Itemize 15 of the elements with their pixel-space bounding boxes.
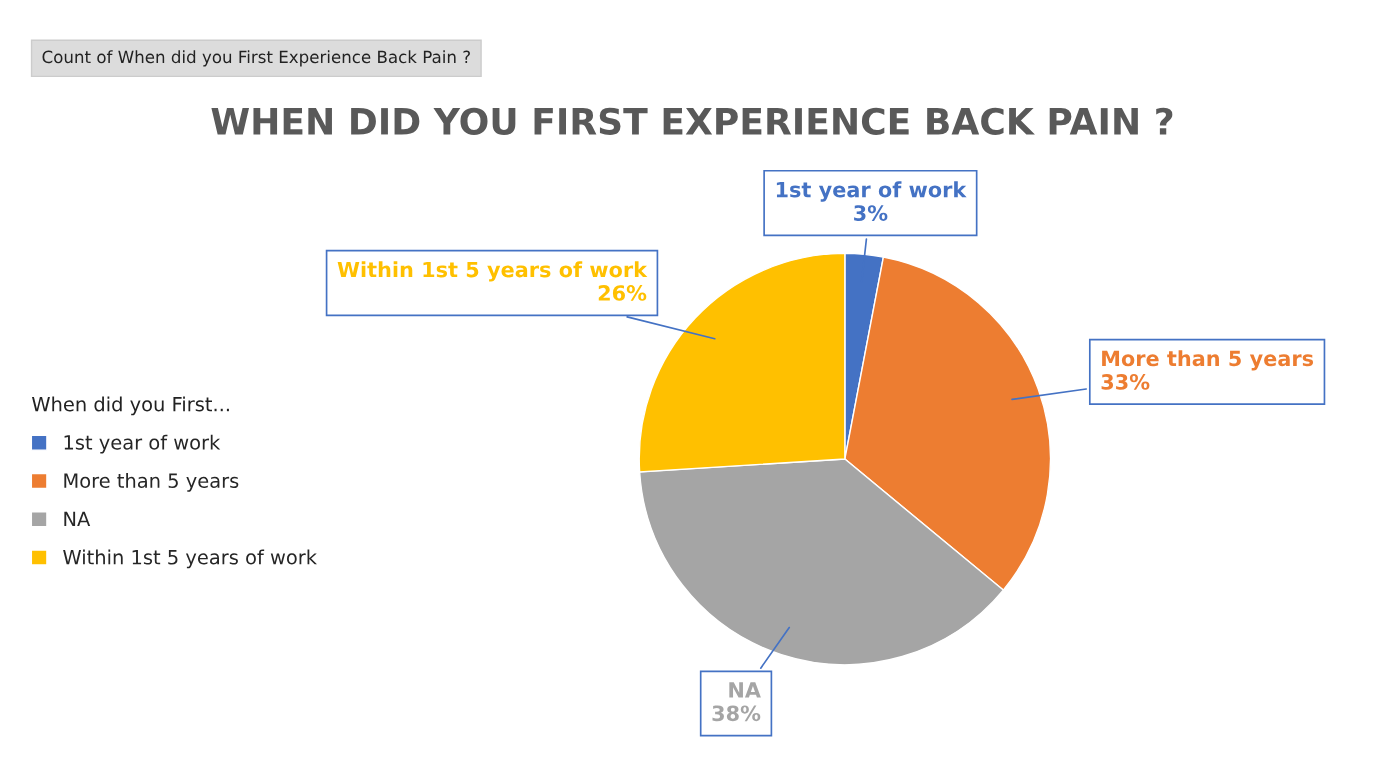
- legend-label: Within 1st 5 years of work: [63, 549, 317, 569]
- chart-title: WHEN DID YOU FIRST EXPERIENCE BACK PAIN ?: [211, 107, 1173, 135]
- data-label: 26%: [598, 285, 647, 301]
- data-label: 33%: [1101, 373, 1150, 390]
- data-label: 3%: [854, 205, 888, 221]
- slice-label: NA: [729, 682, 761, 698]
- data-label: 38%: [712, 705, 761, 722]
- legend-label: NA: [64, 511, 91, 526]
- slice-label: Within 1st 5 years of work: [337, 261, 648, 282]
- legend-label: 1st year of work: [64, 434, 221, 454]
- legend-title: When did you First...: [32, 396, 229, 416]
- slice-label: More than 5 years: [1102, 350, 1314, 371]
- slice-label: 1st year of work: [776, 181, 967, 202]
- legend-label: More than 5 years: [64, 472, 239, 492]
- text: Count of When did you First Experience Back Pain ?: [42, 50, 470, 67]
